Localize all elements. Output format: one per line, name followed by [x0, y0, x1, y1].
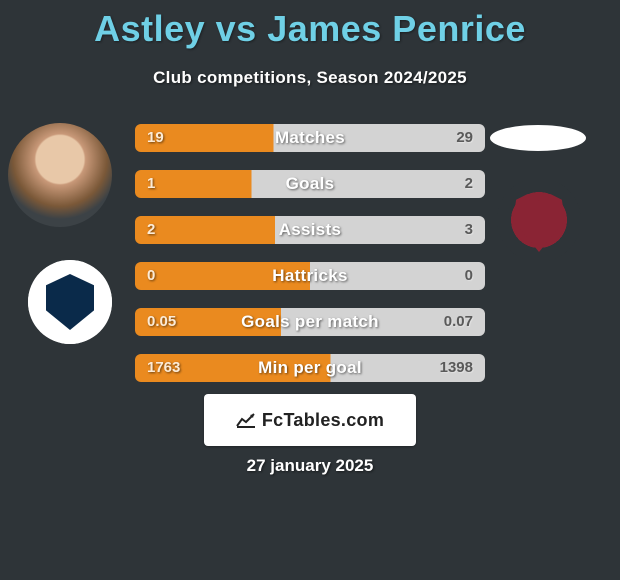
page-title: Astley vs James Penrice	[0, 0, 620, 50]
stat-row: 1763 Min per goal 1398	[135, 354, 485, 382]
player-right-avatar	[490, 125, 586, 151]
stat-right-value: 0	[465, 262, 473, 290]
stat-right-value: 1398	[440, 354, 473, 382]
stat-label: Min per goal	[135, 354, 485, 382]
site-badge[interactable]: FcTables.com	[204, 394, 416, 446]
stat-right-value: 0.07	[444, 308, 473, 336]
club-crest-right	[497, 178, 581, 262]
club-crest-left	[28, 260, 112, 344]
stat-label: Hattricks	[135, 262, 485, 290]
snapshot-date: 27 january 2025	[0, 456, 620, 476]
stat-label: Goals	[135, 170, 485, 198]
stats-bars: 19 Matches 29 1 Goals 2 2 Assists 3 0 Ha…	[135, 124, 485, 400]
stat-right-value: 29	[456, 124, 473, 152]
stat-row: 19 Matches 29	[135, 124, 485, 152]
stat-row: 1 Goals 2	[135, 170, 485, 198]
player-left-avatar	[8, 123, 112, 227]
stat-label: Goals per match	[135, 308, 485, 336]
stat-label: Assists	[135, 216, 485, 244]
subtitle: Club competitions, Season 2024/2025	[0, 68, 620, 88]
stat-row: 0 Hattricks 0	[135, 262, 485, 290]
stat-label: Matches	[135, 124, 485, 152]
chart-icon	[236, 412, 256, 428]
stat-right-value: 2	[465, 170, 473, 198]
stat-row: 2 Assists 3	[135, 216, 485, 244]
stat-right-value: 3	[465, 216, 473, 244]
site-badge-text: FcTables.com	[262, 410, 384, 431]
stat-row: 0.05 Goals per match 0.07	[135, 308, 485, 336]
